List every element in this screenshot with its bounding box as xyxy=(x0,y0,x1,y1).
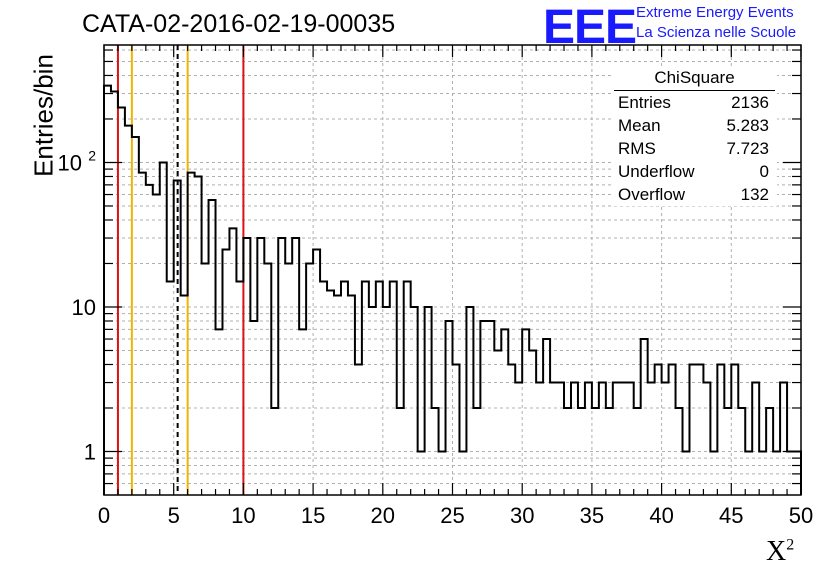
histogram-outline xyxy=(103,84,802,495)
y-tick-label: 1 xyxy=(84,439,96,464)
y-tick-label: 10 xyxy=(58,150,82,175)
stats-value: 2136 xyxy=(731,93,769,112)
stats-label: RMS xyxy=(618,139,656,158)
x-axis-label-text: X xyxy=(766,536,787,567)
x-tick-label: 30 xyxy=(510,503,534,528)
stats-row-underflow: Underflow 0 xyxy=(612,160,777,183)
x-tick-label: 20 xyxy=(371,503,395,528)
grid-lines xyxy=(104,45,801,495)
stats-row-mean: Mean 5.283 xyxy=(612,114,777,137)
x-tick-label: 40 xyxy=(649,503,673,528)
stats-value: 7.723 xyxy=(726,139,769,158)
stats-label: Mean xyxy=(618,116,661,135)
x-tick-label: 45 xyxy=(719,503,743,528)
y-tick-label-exponent: 2 xyxy=(88,147,96,163)
chart-title: CATA-02-2016-02-19-00035 xyxy=(82,10,396,38)
stats-label: Entries xyxy=(618,93,671,112)
x-axis-label: X2 xyxy=(766,536,794,568)
brand-line-1: Extreme Energy Events xyxy=(636,4,794,21)
x-tick-label: 15 xyxy=(301,503,325,528)
x-tick-label: 50 xyxy=(789,503,813,528)
x-tick-label: 10 xyxy=(231,503,255,528)
brand-line-2: La Scienza nelle Scuole xyxy=(636,24,797,41)
x-tick-label: 0 xyxy=(98,503,110,528)
x-axis-label-superscript: 2 xyxy=(786,536,795,554)
stats-row-rms: RMS 7.723 xyxy=(612,137,777,160)
stats-value: 132 xyxy=(740,185,769,204)
y-tick-label: 10 xyxy=(72,295,96,320)
stats-value: 0 xyxy=(759,162,769,181)
stats-value: 5.283 xyxy=(726,116,769,135)
x-tick-label: 35 xyxy=(580,503,604,528)
stats-row-overflow: Overflow 132 xyxy=(612,183,777,206)
axis-tick-labels: 0 5 10 15 20 25 30 35 40 45 50 1 10 10 2 xyxy=(58,147,814,528)
axis-ticks xyxy=(103,45,802,495)
y-axis-label: Entries/bin xyxy=(28,54,59,177)
eee-logo: EEE xyxy=(543,1,637,54)
stats-label: Overflow xyxy=(618,185,686,204)
x-tick-label: 25 xyxy=(440,503,464,528)
stats-row-entries: Entries 2136 xyxy=(612,91,777,114)
stats-box: ChiSquare Entries 2136 Mean 5.283 RMS 7.723… xyxy=(612,66,777,206)
stats-title: ChiSquare xyxy=(614,66,775,91)
x-tick-label: 5 xyxy=(168,503,180,528)
stats-label: Underflow xyxy=(618,162,695,181)
